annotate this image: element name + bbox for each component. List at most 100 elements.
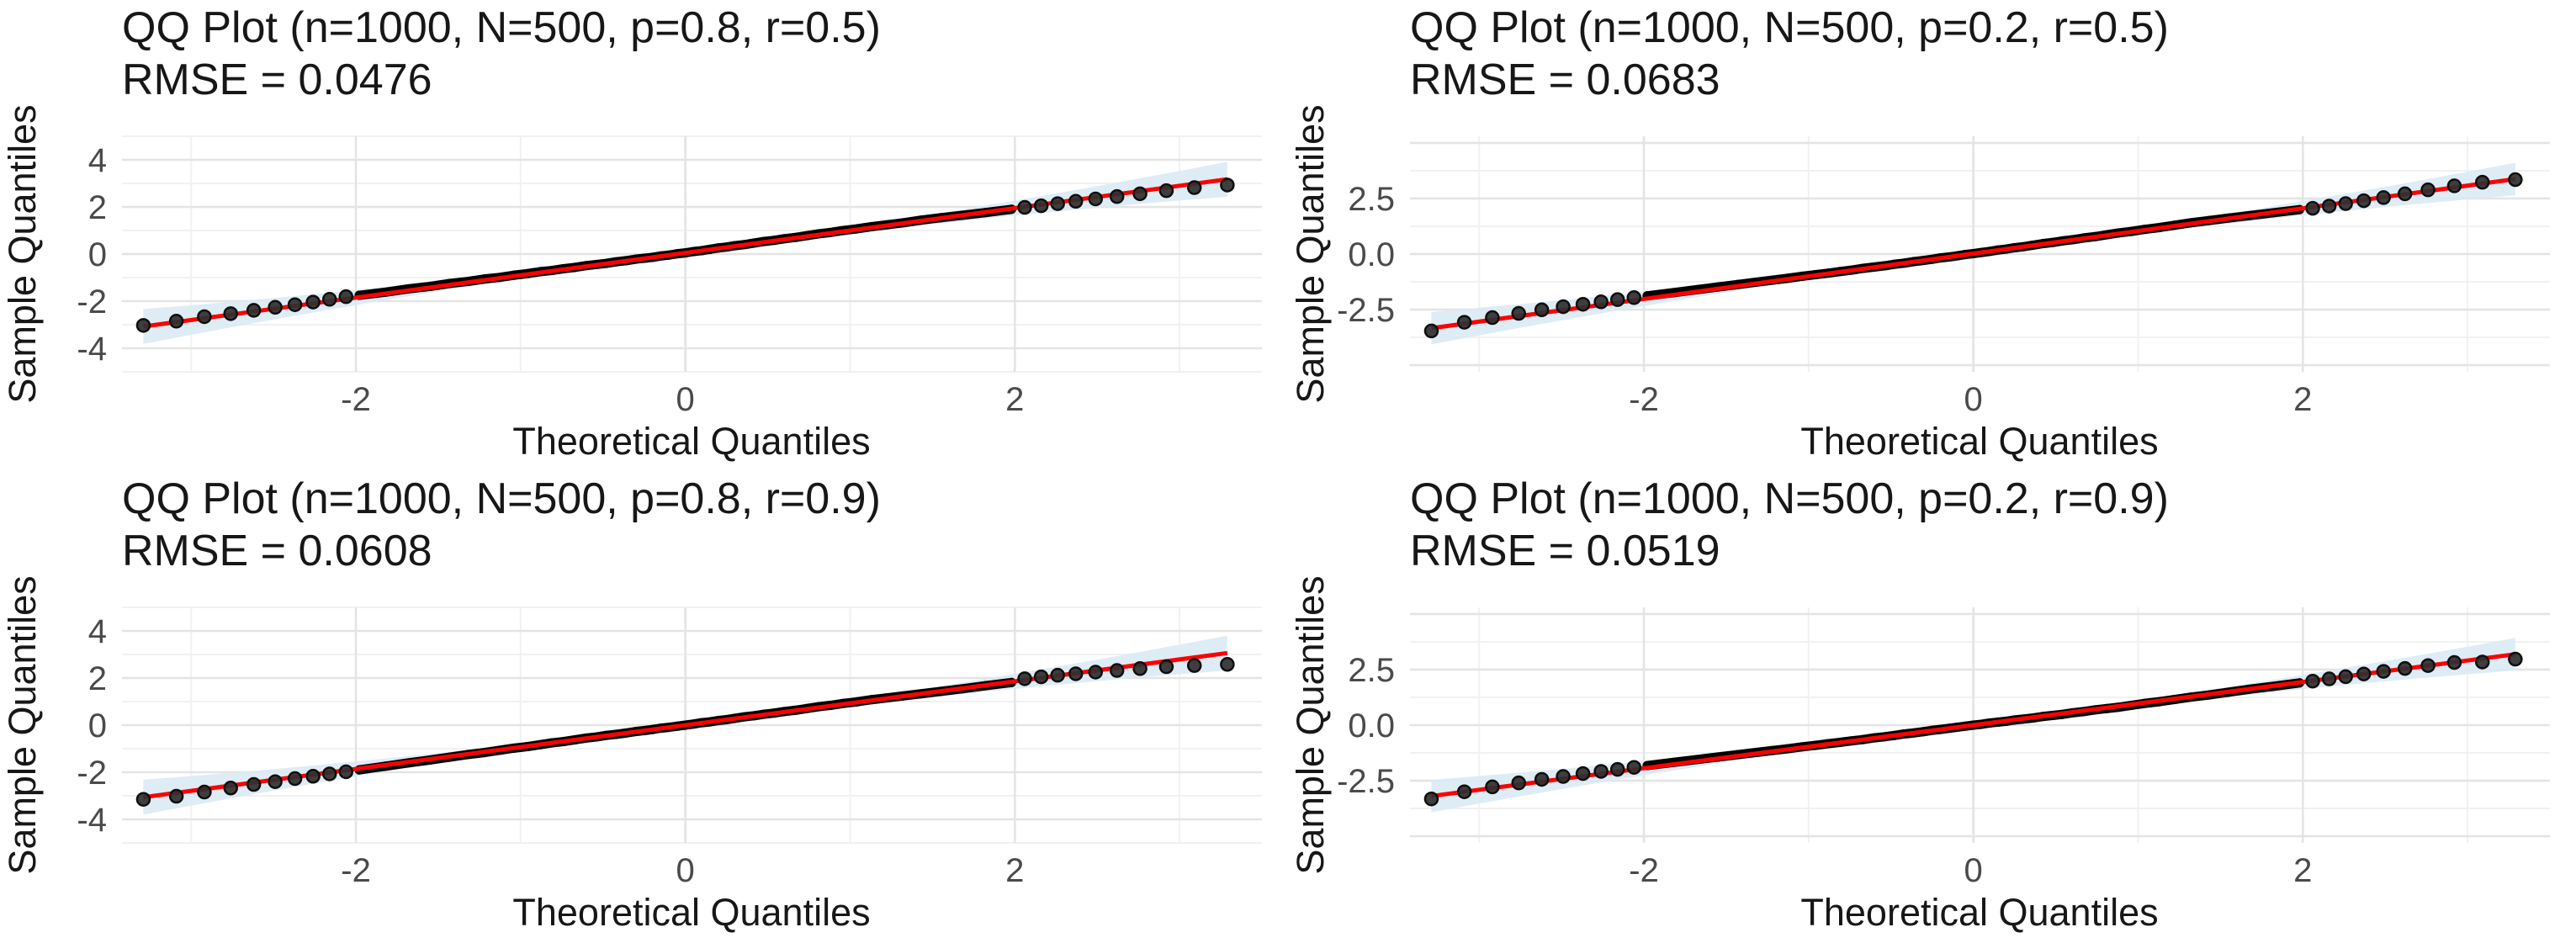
data-point-tail: [287, 771, 303, 787]
data-point-tail: [1575, 296, 1591, 312]
data-point-tail: [2474, 654, 2490, 670]
data-point-tail: [2376, 664, 2391, 679]
data-point-tail: [268, 299, 283, 315]
y-tick-label: 2.5: [1348, 181, 1395, 218]
data-point-tail: [1109, 663, 1125, 678]
x-tick-label: 2: [1005, 381, 1024, 418]
x-tick-label: 0: [1964, 852, 1983, 889]
panel-title: QQ Plot (n=1000, N=500, p=0.8, r=0.5): [122, 3, 881, 52]
x-tick-label: 0: [1964, 381, 1983, 418]
qq-plot-panel-top-right: 2.5 0.0 -2.5 -2 0 2 QQ Plot (n=1000, N=500, p…: [1289, 3, 2550, 463]
data-point-tail: [1626, 290, 1642, 305]
data-point-tail: [1423, 323, 1439, 339]
data-point-tail: [197, 309, 212, 325]
data-point-tail: [2305, 673, 2320, 689]
y-tick-label: 4: [88, 142, 107, 179]
data-point-tail: [1556, 299, 1571, 315]
data-point-tail: [1186, 180, 1202, 195]
data-point-tail: [2446, 178, 2462, 193]
data-point-tail: [1575, 766, 1591, 781]
data-point-tail: [1485, 310, 1500, 326]
data-point-tail: [2420, 658, 2436, 673]
data-point-tail: [2321, 199, 2337, 214]
data-point-tail: [246, 776, 262, 792]
data-point-tail: [135, 318, 151, 333]
data-point-tail: [223, 306, 238, 321]
data-point-tail: [1033, 198, 1049, 214]
data-point-tail: [223, 781, 238, 796]
y-tick-label: 2: [88, 660, 107, 697]
data-point-tail: [1534, 302, 1550, 318]
data-point-tail: [321, 292, 337, 307]
x-axis-label: Theoretical Quantiles: [512, 420, 870, 463]
x-axis-label: Theoretical Quantiles: [512, 891, 870, 934]
qq-plot-panel-top-left: 4 2 0 -2 -4 -2 0 2 QQ Plot (n=1000, N=500, p=0.…: [1, 3, 1262, 463]
data-point-tail: [2397, 660, 2413, 676]
y-tick-label: 2.5: [1348, 652, 1395, 689]
y-tick-label: 0.0: [1348, 707, 1395, 744]
data-point-tail: [1456, 784, 1472, 799]
x-axis-label: Theoretical Quantiles: [1800, 891, 2158, 934]
data-point-tail: [1609, 761, 1625, 777]
data-point-tail: [321, 766, 337, 781]
y-axis-label: Sample Quantiles: [1289, 575, 1332, 874]
y-tick-label: -4: [77, 331, 107, 368]
data-point-tail: [1132, 186, 1148, 202]
data-point-tail: [2446, 654, 2462, 670]
data-point-tail: [1017, 199, 1032, 215]
data-point-tail: [1109, 188, 1125, 204]
y-tick-label: -4: [77, 802, 107, 839]
data-point-tail: [1132, 661, 1148, 676]
plot-area: 2.5 0.0 -2.5 -2 0 2: [1337, 607, 2550, 889]
y-tick-label: 0.0: [1348, 236, 1395, 273]
y-tick-label: -2: [77, 755, 107, 792]
y-tick-label: -2.5: [1337, 292, 1395, 329]
x-tick-label: -2: [1629, 852, 1659, 889]
data-point-tail: [338, 764, 354, 780]
x-tick-label: 0: [676, 381, 695, 418]
data-point-tail: [1456, 315, 1472, 330]
data-point-tail: [1186, 658, 1202, 673]
panel-title: QQ Plot (n=1000, N=500, p=0.2, r=0.5): [1410, 3, 2169, 52]
data-point-tail: [1068, 666, 1084, 681]
data-point-tail: [1017, 671, 1032, 686]
data-point-tail: [1534, 771, 1550, 787]
data-point-tail: [2338, 669, 2353, 685]
y-tick-label: 0: [88, 707, 107, 744]
y-tick-label: 0: [88, 236, 107, 273]
data-point-tail: [338, 289, 354, 305]
data-point-tail: [1088, 665, 1103, 680]
data-point-tail: [2356, 666, 2372, 681]
data-point-tail: [2508, 651, 2523, 667]
x-tick-label: 2: [2293, 381, 2312, 418]
data-point-tail: [305, 294, 321, 310]
data-point-tail: [168, 788, 184, 804]
x-axis-label: Theoretical Quantiles: [1800, 420, 2158, 463]
data-point-tail: [305, 769, 321, 784]
data-point-tail: [1088, 191, 1103, 207]
data-point-tail: [1485, 779, 1500, 795]
x-tick-label: -2: [341, 852, 371, 889]
data-point-tail: [1050, 667, 1065, 683]
rmse-annotation: RMSE = 0.0476: [122, 56, 432, 104]
data-point-tail: [2508, 172, 2523, 188]
panel-title: QQ Plot (n=1000, N=500, p=0.8, r=0.9): [122, 474, 881, 523]
data-point-tail: [1511, 775, 1526, 791]
data-point-tail: [1423, 791, 1439, 807]
y-tick-label: 2: [88, 189, 107, 226]
data-point-tail: [2338, 196, 2353, 211]
data-point-tail: [1556, 769, 1571, 784]
plot-area: 4 2 0 -2 -4 -2 0 2: [77, 607, 1262, 889]
data-point-tail: [1050, 196, 1065, 211]
plot-area: 2.5 0.0 -2.5 -2 0 2: [1337, 136, 2550, 418]
x-tick-label: -2: [341, 381, 371, 418]
data-point-tail: [1609, 292, 1625, 307]
y-axis-label: Sample Quantiles: [1, 575, 44, 874]
y-tick-label: -2: [77, 283, 107, 321]
data-point-tail: [1158, 183, 1174, 199]
data-point-tail: [135, 792, 151, 807]
data-point-tail: [1626, 760, 1642, 775]
data-point-tail: [2376, 190, 2391, 205]
data-point-tail: [2474, 174, 2490, 190]
